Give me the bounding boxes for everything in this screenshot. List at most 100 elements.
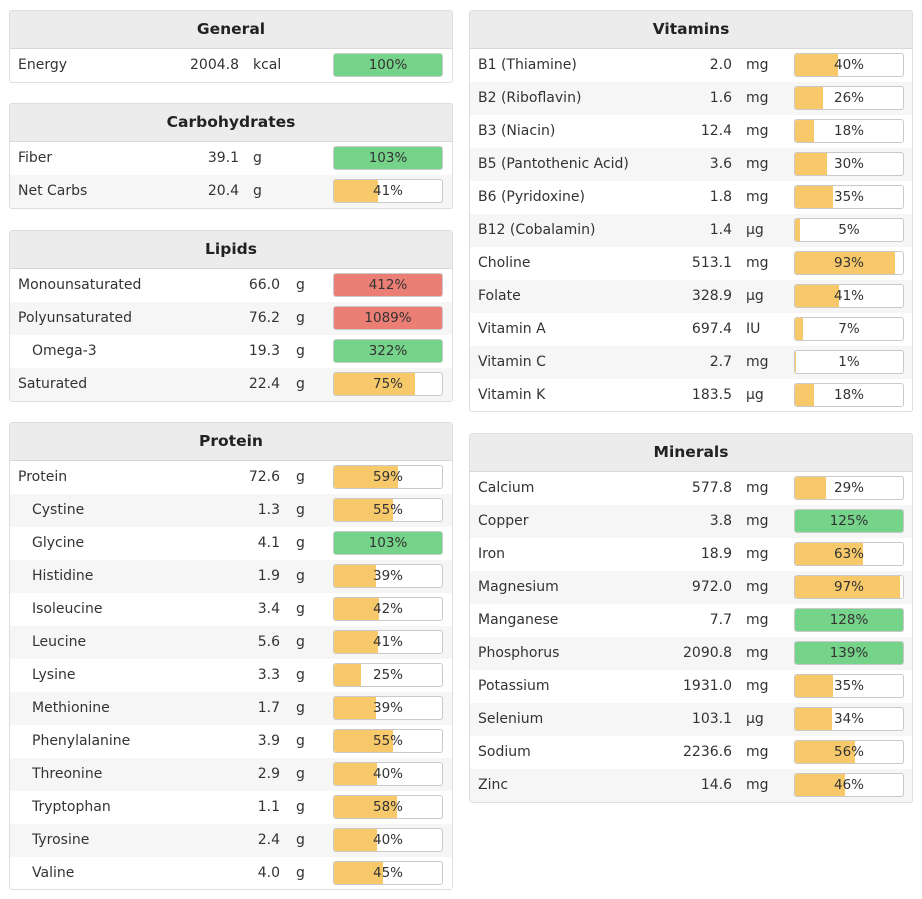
general-panel-title: General [10, 11, 452, 49]
nutrient-amount: 183.5 [691, 387, 732, 403]
nutrient-row[interactable]: Fiber 39.1 g 103% [10, 142, 452, 175]
nutrient-amount: 72.6 [248, 469, 280, 485]
percent-bar-fill [795, 543, 864, 565]
nutrient-amount: 3.9 [257, 733, 280, 749]
percent-label: 29% [833, 480, 864, 496]
nutrient-row[interactable]: Energy 2004.8 kcal 100% [10, 49, 452, 82]
percent-label: 59% [372, 469, 403, 485]
percent-label: 41% [372, 183, 403, 199]
percent-bar-fill [795, 384, 815, 406]
nutrient-unit: µg [746, 387, 764, 403]
nutrient-unit: mg [746, 57, 769, 73]
nutrient-row[interactable]: Leucine 5.6 g 41% [10, 626, 452, 659]
nutrient-row[interactable]: Net Carbs 20.4 g 41% [10, 175, 452, 208]
nutrient-row[interactable]: Cystine 1.3 g 55% [10, 494, 452, 527]
percent-bar-fill [795, 510, 903, 532]
percent-bar: 18% [794, 119, 904, 143]
nutrient-row[interactable]: Lysine 3.3 g 25% [10, 659, 452, 692]
nutrient-unit: g [296, 277, 305, 293]
nutrient-row[interactable]: B5 (Pantothenic Acid) 3.6 mg 30% [470, 148, 912, 181]
nutrient-name: Net Carbs [18, 183, 88, 199]
percent-bar-fill [334, 54, 442, 76]
percent-bar-fill [795, 252, 896, 274]
nutrient-row[interactable]: Methionine 1.7 g 39% [10, 692, 452, 725]
percent-label: 55% [372, 733, 403, 749]
percent-bar: 103% [333, 531, 443, 555]
nutrient-unit: g [296, 376, 305, 392]
percent-label: 1% [838, 354, 860, 370]
vitamins-rows: B1 (Thiamine) 2.0 mg 40% B2 (Riboflavin) 1.6 m… [470, 49, 912, 411]
nutrient-row[interactable]: Choline 513.1 mg 93% [470, 247, 912, 280]
nutrient-row[interactable]: Polyunsaturated 76.2 g 1089% [10, 302, 452, 335]
percent-bar-fill [795, 675, 833, 697]
nutrient-amount: 328.9 [691, 288, 732, 304]
percent-bar-fill [334, 664, 361, 686]
percent-bar-fill [334, 631, 379, 653]
percent-label: 39% [372, 568, 403, 584]
nutrient-row[interactable]: Valine 4.0 g 45% [10, 857, 452, 889]
percent-bar: 40% [333, 762, 443, 786]
nutrient-row[interactable]: Tryptophan 1.1 g 58% [10, 791, 452, 824]
percent-bar: 35% [794, 674, 904, 698]
nutrient-unit: g [296, 469, 305, 485]
nutrient-row[interactable]: Calcium 577.8 mg 29% [470, 472, 912, 505]
percent-label: 56% [833, 744, 864, 760]
nutrient-row[interactable]: Vitamin A 697.4 IU 7% [470, 313, 912, 346]
nutrient-row[interactable]: Omega-3 19.3 g 322% [10, 335, 452, 368]
nutrient-name: Vitamin C [478, 354, 546, 370]
percent-bar: 56% [794, 740, 904, 764]
nutrient-row[interactable]: Copper 3.8 mg 125% [470, 505, 912, 538]
nutrient-row[interactable]: Folate 328.9 µg 41% [470, 280, 912, 313]
nutrient-row[interactable]: Iron 18.9 mg 63% [470, 538, 912, 571]
percent-bar-fill [334, 829, 378, 851]
nutrient-row[interactable]: Isoleucine 3.4 g 42% [10, 593, 452, 626]
percent-bar: 18% [794, 383, 904, 407]
nutrient-amount: 2.9 [257, 766, 280, 782]
percent-label: 5% [838, 222, 860, 238]
nutrient-row[interactable]: Selenium 103.1 µg 34% [470, 703, 912, 736]
percent-bar: 7% [794, 317, 904, 341]
nutrient-unit: g [253, 183, 262, 199]
nutrient-row[interactable]: Threonine 2.9 g 40% [10, 758, 452, 791]
nutrient-row[interactable]: Magnesium 972.0 mg 97% [470, 571, 912, 604]
nutrient-row[interactable]: Sodium 2236.6 mg 56% [470, 736, 912, 769]
nutrient-row[interactable]: Manganese 7.7 mg 128% [470, 604, 912, 637]
nutrient-name: Valine [32, 865, 75, 881]
nutrient-row[interactable]: Zinc 14.6 mg 46% [470, 769, 912, 802]
nutrient-name: Zinc [478, 777, 509, 793]
percent-bar: 412% [333, 273, 443, 297]
percent-bar: 5% [794, 218, 904, 242]
nutrient-unit: mg [746, 156, 769, 172]
nutrient-row[interactable]: B3 (Niacin) 12.4 mg 18% [470, 115, 912, 148]
nutrient-row[interactable]: Saturated 22.4 g 75% [10, 368, 452, 401]
percent-bar: 42% [333, 597, 443, 621]
nutrient-row[interactable]: B6 (Pyridoxine) 1.8 mg 35% [470, 181, 912, 214]
nutrient-row[interactable]: Tyrosine 2.4 g 40% [10, 824, 452, 857]
percent-label: 93% [833, 255, 864, 271]
nutrient-row[interactable]: Phenylalanine 3.9 g 55% [10, 725, 452, 758]
percent-bar: 29% [794, 476, 904, 500]
nutrient-row[interactable]: B12 (Cobalamin) 1.4 µg 5% [470, 214, 912, 247]
percent-bar-fill [334, 180, 379, 202]
nutrient-row[interactable]: Potassium 1931.0 mg 35% [470, 670, 912, 703]
nutrient-row[interactable]: Glycine 4.1 g 103% [10, 527, 452, 560]
nutrient-row[interactable]: Vitamin C 2.7 mg 1% [470, 346, 912, 379]
nutrient-row[interactable]: Vitamin K 183.5 µg 18% [470, 379, 912, 411]
nutrient-row[interactable]: B1 (Thiamine) 2.0 mg 40% [470, 49, 912, 82]
nutrient-name: Lysine [32, 667, 76, 683]
nutrient-row[interactable]: Histidine 1.9 g 39% [10, 560, 452, 593]
nutrient-name: B12 (Cobalamin) [478, 222, 596, 238]
nutrient-name: B5 (Pantothenic Acid) [478, 156, 629, 172]
nutrient-name: Methionine [32, 700, 110, 716]
nutrient-unit: mg [746, 777, 769, 793]
nutrient-row[interactable]: Protein 72.6 g 59% [10, 461, 452, 494]
percent-bar-fill [795, 642, 903, 664]
percent-bar-fill [334, 598, 380, 620]
nutrient-row[interactable]: B2 (Riboflavin) 1.6 mg 26% [470, 82, 912, 115]
percent-bar: 41% [333, 179, 443, 203]
nutrient-name: Isoleucine [32, 601, 103, 617]
percent-label: 100% [368, 57, 408, 73]
nutrient-row[interactable]: Monounsaturated 66.0 g 412% [10, 269, 452, 302]
nutrient-row[interactable]: Phosphorus 2090.8 mg 139% [470, 637, 912, 670]
percent-bar-fill [334, 274, 442, 296]
